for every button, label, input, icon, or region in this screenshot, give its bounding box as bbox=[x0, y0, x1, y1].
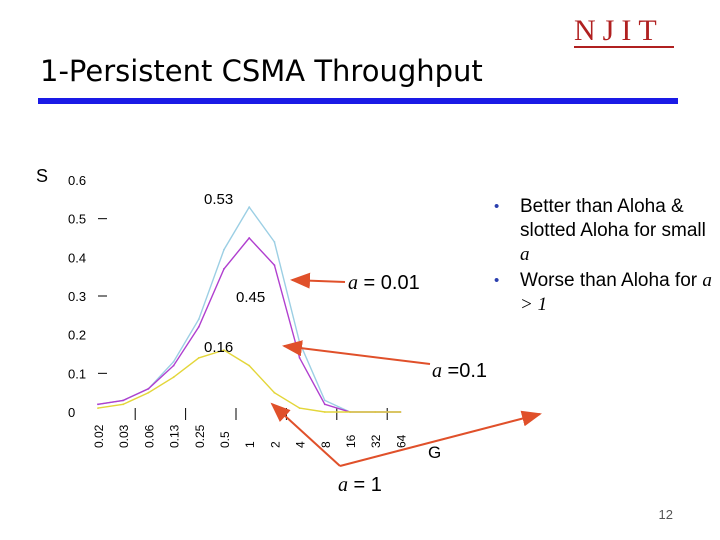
data-point bbox=[349, 411, 351, 413]
data-point bbox=[122, 399, 125, 402]
series-label: a = 0.01 bbox=[348, 272, 420, 294]
bullet-text: Worse than Aloha for bbox=[520, 270, 703, 291]
peak-value-label: 0.45 bbox=[236, 289, 265, 306]
x-axis-label: G bbox=[428, 443, 441, 462]
x-tick-label: 1 bbox=[243, 441, 257, 448]
data-point bbox=[97, 407, 99, 409]
data-point bbox=[273, 391, 276, 394]
data-point bbox=[323, 403, 326, 406]
y-tick-label: 0.1 bbox=[68, 366, 86, 381]
series-line bbox=[97, 236, 401, 413]
bullet-item: • Better than Aloha & slotted Aloha for … bbox=[490, 195, 718, 267]
bullet-dot: • bbox=[494, 272, 500, 289]
y-tick-label: 0 bbox=[68, 405, 75, 420]
data-point bbox=[323, 411, 326, 413]
data-point bbox=[172, 364, 175, 367]
data-point bbox=[248, 364, 251, 367]
x-tick-label: 4 bbox=[294, 441, 308, 448]
data-point bbox=[197, 326, 200, 328]
data-point bbox=[273, 241, 276, 243]
data-point bbox=[273, 264, 276, 266]
data-point bbox=[248, 206, 251, 209]
x-tick-label: 2 bbox=[268, 441, 282, 448]
data-point bbox=[172, 360, 175, 363]
logo-underline bbox=[574, 46, 674, 48]
y-tick-label: 0.6 bbox=[68, 173, 86, 188]
x-tick-label: 0.03 bbox=[117, 424, 131, 448]
annotation-arrow bbox=[270, 402, 341, 467]
bullet-text-tail: > 1 bbox=[520, 294, 548, 315]
data-point bbox=[223, 268, 225, 270]
page-number: 12 bbox=[658, 507, 673, 522]
y-tick-label: 0.5 bbox=[68, 212, 86, 227]
data-point bbox=[197, 318, 200, 321]
x-tick-label: 0.06 bbox=[142, 424, 156, 448]
data-point bbox=[223, 248, 225, 251]
annotation-arrow bbox=[339, 410, 542, 467]
data-point bbox=[298, 407, 301, 409]
data-point bbox=[147, 391, 150, 394]
slide-title: 1-Persistent CSMA Throughput bbox=[40, 54, 483, 88]
data-point bbox=[248, 237, 251, 239]
bullet-variable: a bbox=[520, 244, 530, 265]
bullet-variable: a bbox=[702, 270, 712, 291]
bullet-list: • Better than Aloha & slotted Aloha for … bbox=[490, 195, 718, 319]
y-tick-label: 0.3 bbox=[68, 289, 86, 304]
peak-value-label: 0.53 bbox=[204, 191, 233, 208]
data-point bbox=[323, 399, 326, 402]
x-tick-label: 8 bbox=[319, 441, 333, 448]
data-point bbox=[298, 341, 301, 344]
y-axis-label: S bbox=[36, 166, 48, 186]
series-label: a =0.1 bbox=[432, 360, 487, 382]
bullet-dot: • bbox=[494, 198, 500, 215]
data-point bbox=[172, 376, 175, 379]
title-underline bbox=[38, 98, 678, 104]
peak-value-label: 0.16 bbox=[204, 339, 233, 356]
data-point bbox=[374, 411, 377, 413]
data-point bbox=[147, 387, 150, 390]
data-point bbox=[223, 349, 225, 351]
x-tick-label: 16 bbox=[344, 434, 358, 448]
x-tick-label: 32 bbox=[369, 434, 383, 448]
njit-logo: NJIT bbox=[574, 14, 664, 47]
y-tick-label: 0.4 bbox=[68, 250, 86, 265]
x-tick-label: 0.02 bbox=[92, 424, 106, 448]
bullet-item: • Worse than Aloha for a > 1 bbox=[490, 269, 718, 317]
x-tick-label: 0.5 bbox=[218, 431, 232, 448]
data-point bbox=[399, 411, 402, 413]
series-line bbox=[97, 349, 401, 413]
x-tick-label: 64 bbox=[394, 434, 408, 448]
x-tick-label: 0.13 bbox=[168, 424, 182, 448]
data-point bbox=[298, 357, 301, 359]
data-point bbox=[197, 357, 200, 359]
y-tick-label: 0.2 bbox=[68, 328, 86, 343]
bullet-text: Better than Aloha & slotted Aloha for sm… bbox=[520, 196, 706, 241]
series-label: a = 1 bbox=[338, 474, 382, 496]
data-point bbox=[97, 403, 99, 406]
annotation-arrow bbox=[282, 340, 431, 365]
x-tick-label: 0.25 bbox=[193, 424, 207, 448]
annotation-arrow bbox=[290, 272, 346, 289]
data-point bbox=[122, 403, 125, 406]
